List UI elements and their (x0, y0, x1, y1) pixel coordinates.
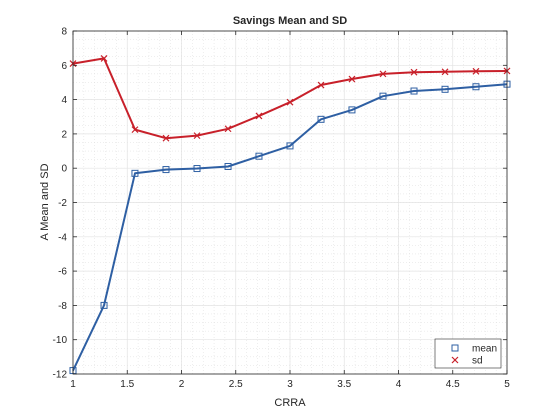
data-point-mean (100, 301, 108, 309)
data-point-mean (255, 152, 263, 160)
x-tick-label: 3.5 (337, 379, 351, 390)
data-point-mean (441, 85, 449, 93)
data-point-sd (255, 112, 263, 120)
y-tick-label: 0 (61, 164, 67, 175)
tick-marks (72, 30, 508, 375)
x-tick-label: 1 (70, 379, 76, 390)
series-sd (69, 55, 511, 142)
y-tick-labels: -12 -10 -8 -6 -4 -2 0 2 4 6 8 (53, 27, 68, 381)
x-axis-label: CRRA (274, 397, 306, 409)
legend-marker-mean (451, 344, 459, 352)
data-point-sd (286, 98, 294, 106)
data-point-mean (317, 115, 325, 123)
series-layer (69, 55, 511, 375)
data-point-sd (348, 75, 356, 83)
data-point-sd (441, 68, 449, 76)
x-tick-label: 3 (287, 379, 293, 390)
y-tick-label: 4 (61, 95, 67, 106)
data-point-mean (410, 87, 418, 95)
legend-marker-sd (451, 356, 459, 364)
data-point-sd (472, 67, 480, 75)
y-tick-label: -8 (58, 301, 67, 312)
x-tick-label: 2.5 (229, 379, 243, 390)
data-point-sd (317, 81, 325, 89)
data-point-mean (224, 162, 232, 170)
y-axis-label: A Mean and SD (39, 163, 51, 240)
y-tick-label: -12 (53, 370, 68, 381)
x-tick-labels: 1 1.5 2 2.5 3 3.5 4 4.5 5 (70, 379, 510, 390)
y-tick-label: -6 (58, 267, 67, 278)
data-point-sd (224, 125, 232, 133)
x-tick-label: 5 (504, 379, 510, 390)
data-point-sd (131, 126, 139, 134)
x-tick-label: 4.5 (446, 379, 460, 390)
data-point-mean (131, 169, 139, 177)
y-tick-label: -2 (58, 198, 67, 209)
y-tick-label: 8 (61, 27, 67, 38)
data-point-mean (193, 165, 201, 173)
data-point-mean (472, 83, 480, 91)
data-point-mean (286, 142, 294, 150)
data-point-sd (100, 55, 108, 62)
data-point-sd (193, 132, 201, 140)
legend-label-sd: sd (472, 356, 483, 367)
legend-label-mean: mean (472, 344, 497, 355)
data-point-sd (410, 68, 418, 76)
data-point-mean (162, 166, 170, 174)
chart-title: Savings Mean and SD (233, 15, 347, 27)
x-tick-label: 4 (396, 379, 402, 390)
data-point-sd (162, 134, 170, 142)
legend-box (434, 338, 502, 369)
y-tick-label: 6 (61, 61, 67, 72)
y-tick-label: -10 (53, 335, 68, 346)
data-point-mean (379, 92, 387, 100)
series-mean (69, 80, 511, 375)
x-tick-label: 2 (179, 379, 185, 390)
data-point-mean (348, 106, 356, 114)
data-point-sd (379, 70, 387, 78)
y-tick-label: -4 (58, 232, 67, 243)
y-tick-label: 2 (61, 129, 67, 140)
x-tick-label: 1.5 (120, 379, 134, 390)
series-line-mean (72, 83, 508, 372)
